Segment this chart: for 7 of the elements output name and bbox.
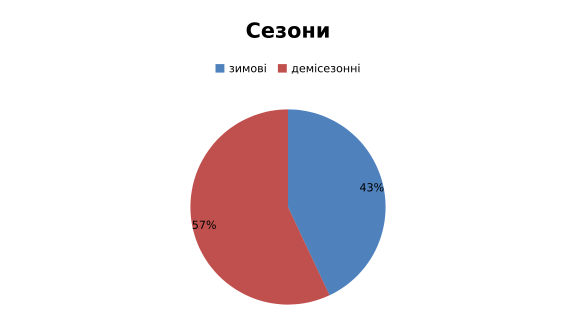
chart-title: Сезони: [246, 22, 329, 38]
pie-slice: [288, 109, 386, 296]
data-label: 43%: [360, 183, 384, 192]
legend-label: демісезонні: [292, 64, 360, 74]
data-label: 57%: [192, 220, 216, 229]
legend-label: зимові: [230, 64, 266, 72]
pie-slice: [190, 109, 330, 305]
